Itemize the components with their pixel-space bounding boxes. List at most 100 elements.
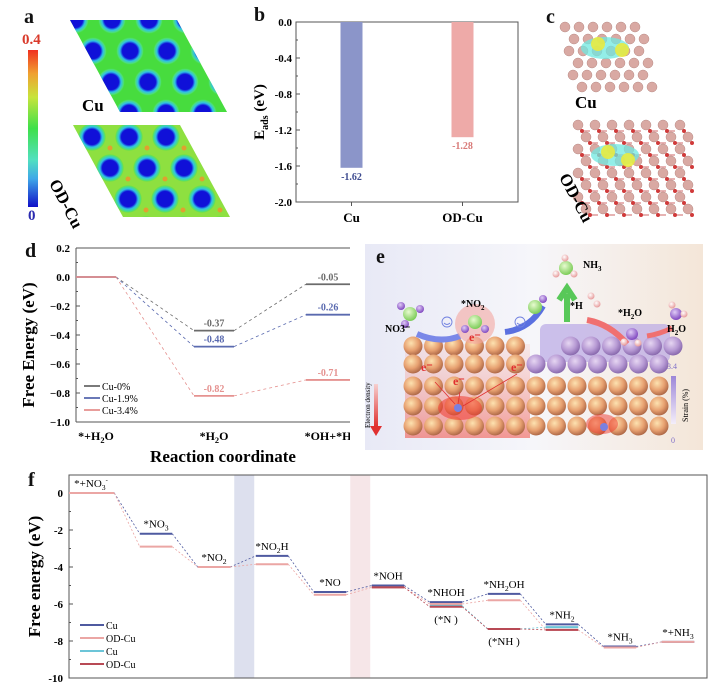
transition-connector	[233, 283, 307, 331]
charge-well	[43, 0, 71, 3]
o-atom	[622, 141, 626, 145]
charge-peak	[144, 145, 150, 151]
y-tick-label: -2.0	[275, 197, 293, 209]
charge-well	[115, 99, 143, 112]
charge-well	[133, 154, 161, 182]
strain-axis-label: Strain (%)	[681, 388, 690, 422]
strain-min-label: 0	[671, 436, 675, 445]
charge-well	[172, 20, 200, 34]
cu-atom	[628, 57, 640, 69]
charge-well	[70, 68, 88, 96]
cu-atom	[642, 57, 654, 69]
energy-value-label: -0.48	[204, 335, 225, 346]
o-atom	[614, 201, 618, 205]
cu-atom	[629, 376, 648, 396]
cu-atom	[682, 203, 694, 215]
hydrogen-atoms	[587, 292, 601, 308]
cu-atom	[682, 179, 694, 191]
water-molecule	[668, 301, 688, 320]
charge-well	[152, 99, 180, 112]
cu-atom	[403, 376, 423, 396]
cu-atom	[586, 57, 598, 69]
transition-connector	[578, 629, 604, 648]
panel-a: a	[0, 0, 240, 232]
o-atom	[682, 201, 686, 205]
o-atom	[580, 153, 584, 157]
strained-cu-atom	[643, 336, 662, 356]
cu-atom	[649, 396, 669, 416]
cu-atom	[648, 179, 660, 191]
o-atom	[682, 153, 686, 157]
mechanism-schematic	[365, 244, 703, 450]
charge-well	[226, 125, 230, 151]
cu-atom	[581, 69, 593, 81]
colorbar-min-label: 0	[28, 208, 36, 224]
cu-atom	[567, 69, 579, 81]
transition-connector	[636, 641, 662, 647]
charge-peak	[181, 145, 187, 151]
y-tick-label: -6	[54, 599, 64, 611]
cu-atom	[563, 45, 575, 57]
transition-connector	[287, 555, 315, 593]
cu-atom	[424, 354, 443, 374]
cu-atom	[629, 396, 648, 416]
cu-atom	[506, 416, 525, 436]
panel-a-graphic	[24, 0, 230, 217]
cu-atom	[648, 131, 660, 143]
transition-connector	[233, 379, 307, 397]
colorbar-max-label: 0.4	[22, 32, 41, 48]
cu-atom	[640, 191, 652, 203]
strained-cu-atom	[602, 336, 621, 356]
cu-atom	[588, 376, 607, 396]
charge-well	[24, 6, 52, 34]
energy-value-label: -0.37	[204, 319, 225, 330]
o-atom	[690, 141, 694, 145]
o-atom	[580, 177, 584, 181]
o-atom	[588, 141, 592, 145]
o-atom	[580, 129, 584, 133]
charge-density-structures	[559, 21, 694, 217]
strained-cu-atom	[663, 336, 683, 356]
cu-atom	[674, 191, 686, 203]
o-atom	[639, 141, 643, 145]
strained-cu-atom	[588, 354, 607, 374]
cu-atom	[590, 81, 602, 93]
cu-atom	[601, 21, 613, 33]
y-axis-label: Free Energy (eV)	[19, 282, 38, 407]
x-tick-label: *OH+*H	[305, 429, 350, 443]
transition-connector	[230, 555, 256, 568]
cu-atom	[580, 179, 592, 191]
o-atom	[648, 153, 652, 157]
charge-map-od-cu	[73, 115, 230, 217]
cu-atom	[648, 155, 660, 167]
cu-atom	[632, 81, 644, 93]
plot-frame	[68, 474, 708, 679]
panel-c: c Cu OD-Cu	[530, 0, 724, 230]
cu-atom	[572, 57, 584, 69]
cu-atom	[572, 167, 584, 179]
transition-connector	[230, 563, 256, 568]
o-atom	[665, 153, 669, 157]
charge-peak	[201, 115, 206, 120]
o-atom	[597, 201, 601, 205]
strained-cu-atom	[567, 354, 587, 374]
transition-connector	[113, 492, 141, 534]
cu-atom	[424, 376, 443, 396]
o-atom	[639, 189, 643, 193]
y-tick-label: -10	[48, 673, 63, 685]
ammonia-molecule	[552, 254, 578, 278]
o-atom	[673, 189, 677, 193]
transition-connector	[233, 314, 307, 347]
label-electron-3: e⁻	[511, 360, 523, 374]
y-tick-label: −0.6	[50, 359, 71, 371]
cu-atom	[547, 396, 566, 416]
vacancy-site	[600, 423, 608, 431]
cu-atom	[403, 416, 423, 436]
colorbar	[28, 50, 38, 207]
charge-well	[80, 0, 108, 3]
no-molecule	[528, 295, 547, 314]
transition-connector	[462, 599, 488, 605]
legend-label: Cu-0%	[102, 382, 130, 393]
panel-e-label: e	[376, 246, 385, 268]
cu-atom	[638, 33, 650, 45]
